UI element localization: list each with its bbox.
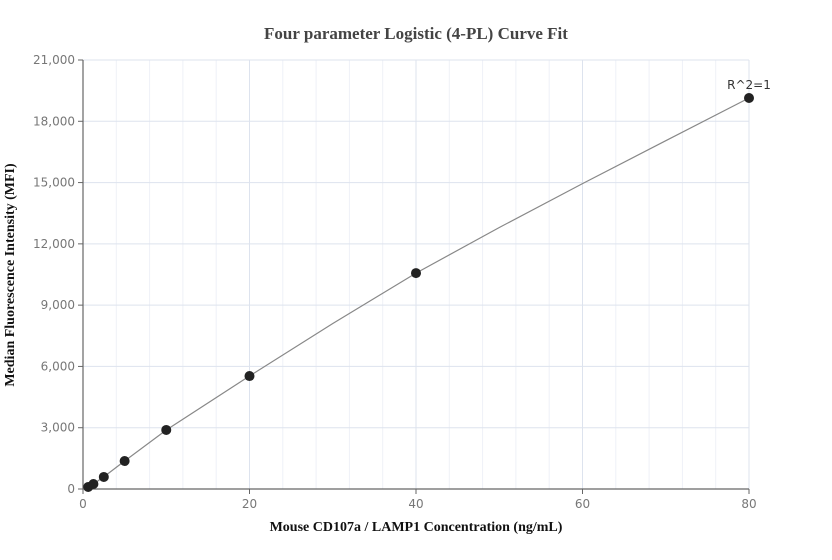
data-point <box>244 371 255 382</box>
x-tick-label: 80 <box>741 497 756 511</box>
y-tick-label: 9,000 <box>41 298 75 312</box>
x-tick-label: 60 <box>575 497 590 511</box>
y-tick-label: 18,000 <box>33 114 75 128</box>
y-tick-label: 0 <box>67 482 75 496</box>
annotations: R^2=1 <box>727 78 771 92</box>
x-tick-label: 0 <box>79 497 87 511</box>
data-point <box>744 92 754 103</box>
data-points <box>83 92 754 492</box>
vertical-gridlines <box>115 60 750 489</box>
y-tick-label: 3,000 <box>41 421 75 435</box>
y-tick-label: 21,000 <box>33 53 75 67</box>
r-squared-annotation: R^2=1 <box>727 78 771 92</box>
y-axis-ticks: 0 3,000 6,000 9,000 12,000 15,000 18,000 21,000 <box>33 53 83 496</box>
y-tick-label: 12,000 <box>33 237 75 251</box>
y-axis-title: Median Fluorescence Intensity (MFI) <box>3 163 18 387</box>
data-point <box>411 268 421 279</box>
data-point <box>119 456 130 467</box>
data-point <box>88 478 99 489</box>
y-tick-label: 6,000 <box>41 359 75 373</box>
y-tick-label: 15,000 <box>33 176 75 190</box>
x-axis-title: Mouse CD107a / LAMP1 Concentration (ng/m… <box>270 520 563 535</box>
x-tick-label: 40 <box>408 497 423 511</box>
horizontal-gridlines <box>83 59 749 429</box>
data-point <box>161 424 172 435</box>
data-point <box>98 471 109 482</box>
x-tick-label: 20 <box>242 497 257 511</box>
chart-title: Four parameter Logistic (4-PL) Curve Fit <box>264 24 568 43</box>
x-axis-ticks: 0 20 40 60 80 <box>79 489 757 511</box>
